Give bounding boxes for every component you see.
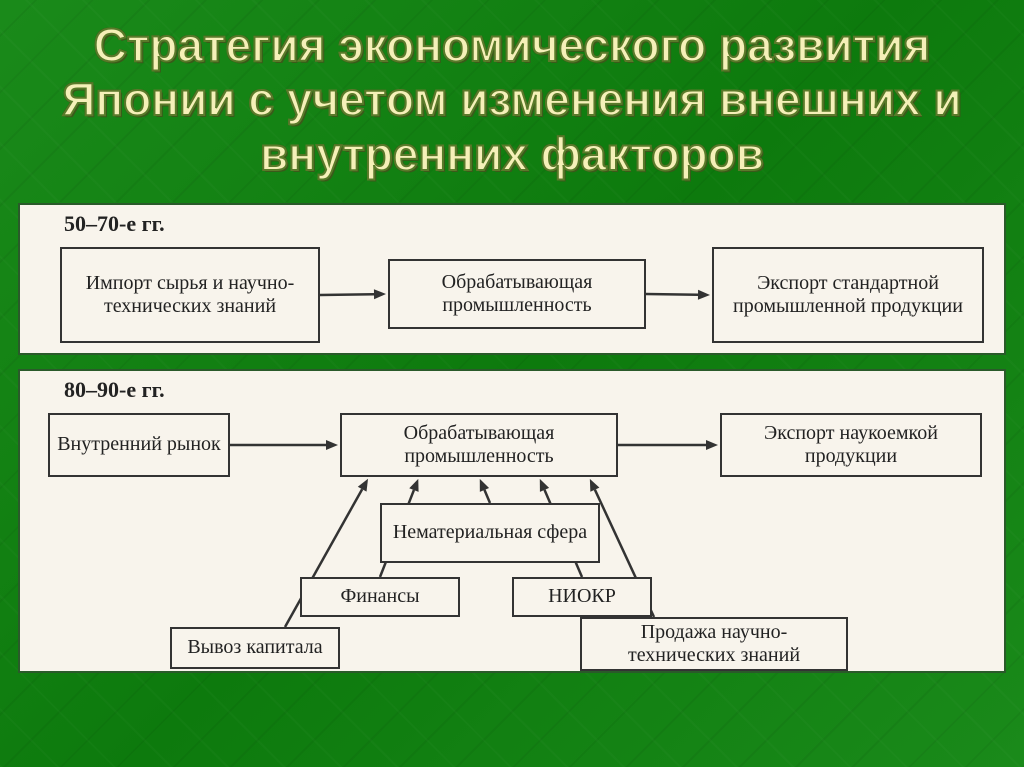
diagram-node: Внутренний рынок xyxy=(48,413,230,477)
diagram-node: Финансы xyxy=(300,577,460,617)
diagram-node: Продажа научно-технических знаний xyxy=(580,617,848,671)
diagram-node: НИОКР xyxy=(512,577,652,617)
period-label-1: 50–70-е гг. xyxy=(64,211,165,237)
diagram-node: Вывоз капитала xyxy=(170,627,340,669)
diagram-node: Обрабатывающая промышленность xyxy=(340,413,618,477)
diagram-panel-50-70: 50–70-е гг. Импорт сырья и научно-технич… xyxy=(18,203,1006,355)
diagram-node: Импорт сырья и научно-технических знаний xyxy=(60,247,320,343)
diagram-panel-80-90: 80–90-е гг. Внутренний рынок Обрабатывающ… xyxy=(18,369,1006,673)
diagram-node: Обрабатывающая промышленность xyxy=(388,259,646,329)
diagram-node: Нематериальная сфера xyxy=(380,503,600,563)
page-title: Стратегия экономического развития Японии… xyxy=(0,0,1024,189)
period-label-2: 80–90-е гг. xyxy=(64,377,165,403)
diagram-node: Экспорт наукоемкой продукции xyxy=(720,413,982,477)
diagram-node: Экспорт стандартной промышленной продукц… xyxy=(712,247,984,343)
